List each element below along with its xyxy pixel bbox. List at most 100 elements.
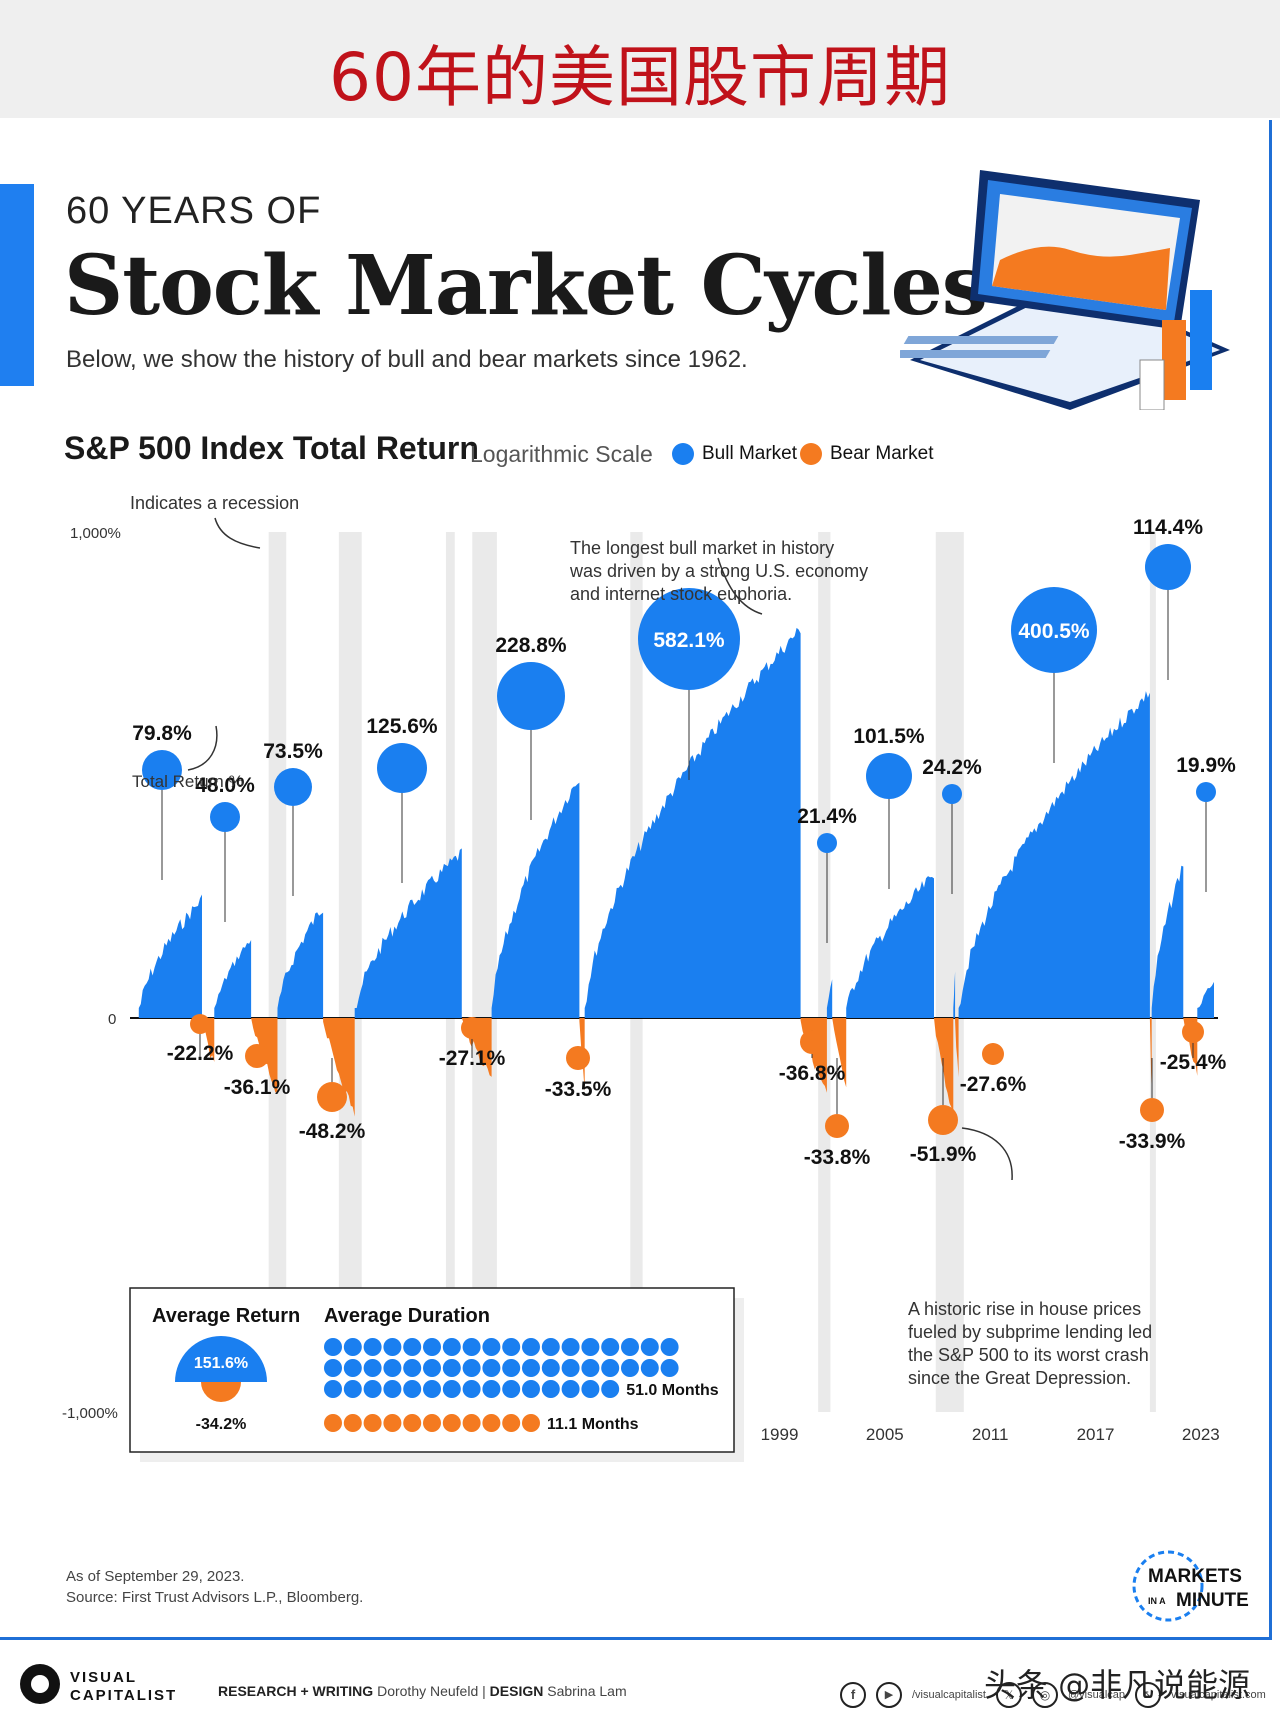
x-icon[interactable]: 𝕏 [995,1682,1022,1708]
bull-duration-dot-32 [601,1359,620,1377]
bull-area-7 [846,876,935,1018]
banner-title: 60年的美国股市周期 [329,39,951,116]
bear-duration-dot-8 [482,1414,501,1432]
market-cycles-chart: 1,000%0-1,000%19631969197519811987199319… [62,516,1236,1462]
bull-duration-dot-9 [502,1338,521,1356]
bull-duration-dot-29 [541,1359,560,1377]
y-label-zero: 0 [108,1011,116,1028]
worst-crash-line-1: A historic rise in house prices [908,1299,1142,1319]
worst-crash-line-4: since the Great Depression. [908,1368,1132,1388]
bull-label-8: 24.2% [922,756,982,779]
legend-bull-label: Bull Market [702,443,798,464]
social-handle-2[interactable]: @visualcap [1067,1689,1126,1701]
bull-duration-dot-45 [502,1380,521,1398]
bear-bubble-5 [800,1030,824,1054]
avg-return-bear-label: -34.2% [196,1416,247,1433]
markets-in-a-minute-logo: MARKETS IN A MINUTE [1132,1550,1249,1622]
worst-crash-note: A historic rise in house prices fueled b… [908,1298,1152,1390]
bull-duration-dot-0 [324,1338,342,1356]
footer-credits: RESEARCH + WRITING Dorothy Neufeld | DES… [218,1683,627,1699]
avg-return-title: Average Return [152,1305,300,1327]
design-label: DESIGN [489,1683,544,1699]
bear-bubble-3 [461,1017,483,1039]
social-handle[interactable]: /visualcapitalist [912,1689,986,1701]
bull-bubble-4 [497,662,565,730]
bull-duration-dot-34 [640,1359,659,1377]
bull-duration-dot-38 [363,1380,382,1398]
bear-bubble-0 [190,1014,210,1034]
laptop-illustration [900,170,1230,410]
footer [0,1650,1280,1718]
website-link[interactable]: visualcapitalist.com [1171,1689,1266,1701]
bull-duration-dot-25 [462,1359,481,1377]
bear-area-8 [955,1018,959,1078]
bull-duration-dot-6 [442,1338,461,1356]
bull-duration-dot-44 [482,1380,501,1398]
bear-duration-label: 11.1 Months [547,1416,639,1433]
bull-duration-dot-8 [482,1338,501,1356]
bull-area-4 [491,782,580,1018]
avg-return-bull-half [175,1336,267,1382]
worst-crash-line-2: fueled by subprime lending led [908,1322,1153,1342]
bull-bubble-10 [1145,544,1191,590]
bull-label-6: 21.4% [797,805,857,828]
bull-duration-dot-28 [522,1359,540,1377]
main-title: Stock Market Cycles [64,238,988,334]
bull-bubble-7 [866,753,912,799]
bull-duration-dot-22 [403,1359,422,1377]
bear-bubble-6 [825,1114,849,1138]
bull-duration-dot-3 [383,1338,402,1356]
bull-label-10: 114.4% [1133,516,1203,539]
source-notes: As of September 29, 2023. Source: First … [66,1566,363,1608]
bull-duration-dot-14 [601,1338,620,1356]
x-tick-2023: 2023 [1182,1425,1220,1444]
bull-duration-dot-21 [383,1359,402,1377]
youtube-icon[interactable]: ▶ [876,1682,902,1708]
bear-duration-dot-6 [442,1414,461,1432]
bull-bubble-11 [1196,782,1216,802]
longest-bull-note: The longest bull market in history was d… [570,537,868,606]
bear-duration-dot-0 [324,1414,342,1432]
bull-duration-dot-36 [324,1380,342,1398]
bull-label-1: 48.0% [195,774,255,797]
bear-bubble-7 [928,1105,958,1135]
top-banner: 60年的美国股市周期 [0,0,1280,118]
bear-bubble-8 [982,1043,1004,1065]
bull-duration-dot-42 [442,1380,461,1398]
research-name: Dorothy Neufeld [377,1683,479,1699]
bull-duration-dot-46 [522,1380,540,1398]
bull-bubble-6 [817,833,837,853]
x-tick-2017: 2017 [1077,1425,1115,1444]
chart-scale-label: Logarithmic Scale [470,441,653,467]
facebook-icon[interactable]: f [840,1682,866,1708]
bear-bubble-9 [1140,1098,1164,1122]
bull-duration-dot-16 [640,1338,659,1356]
bear-label-10: -25.4% [1160,1051,1227,1074]
bull-duration-dot-7 [462,1338,481,1356]
instagram-icon[interactable]: ◎ [1031,1682,1058,1708]
bull-duration-dot-48 [561,1380,580,1398]
social-links: f ▶ /visualcapitalist 𝕏 ◎ @visualcap ↖ v… [840,1682,1266,1708]
total-return-note: Total Return % [132,772,244,791]
bull-duration-dot-37 [343,1380,362,1398]
longest-bull-arrow [717,557,763,615]
bull-duration-dot-43 [462,1380,481,1398]
x-tick-2011: 2011 [972,1425,1009,1444]
legend-bear: Bear Market [800,443,933,465]
bull-duration-dot-35 [660,1359,679,1377]
bull-duration-dot-33 [621,1359,639,1377]
avg-return-bull-label: 151.6% [194,1355,248,1372]
bull-bubble-5 [638,588,740,690]
avg-duration-title: Average Duration [324,1305,490,1327]
x-tick-1999: 1999 [761,1425,799,1444]
bull-duration-dot-17 [660,1338,679,1356]
bull-duration-dot-50 [601,1380,620,1398]
bull-bubble-3 [377,743,427,793]
bull-duration-dot-19 [343,1359,362,1377]
bull-duration-dot-4 [403,1338,422,1356]
recession-band-5 [818,532,831,1412]
bull-duration-dot-30 [561,1359,580,1377]
bull-duration-dot-10 [522,1338,540,1356]
bull-duration-dot-23 [423,1359,441,1377]
bull-bubble-2 [274,768,312,806]
